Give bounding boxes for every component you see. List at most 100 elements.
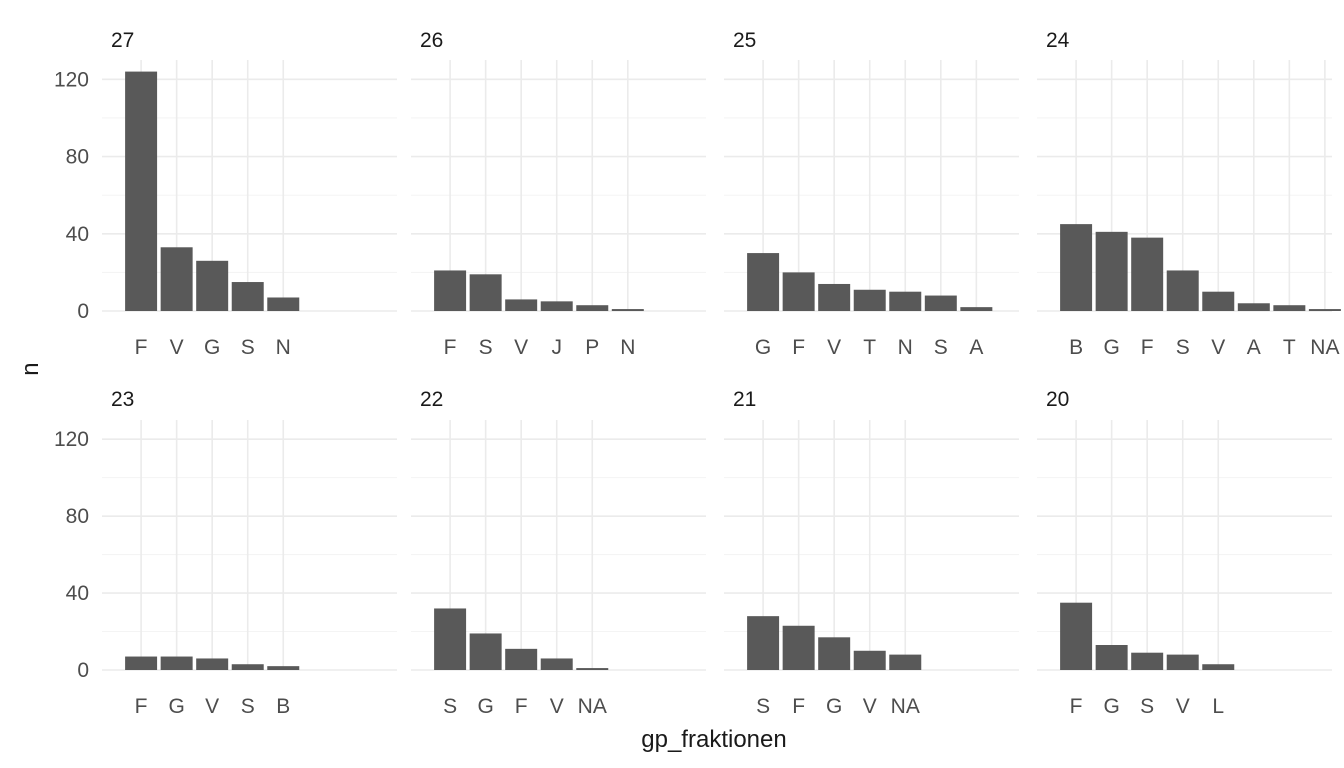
x-tick-label: G [755,336,771,359]
facet-panel: F G S V L 20 [1037,388,1332,718]
bar [1060,224,1093,311]
x-tick-label: B [1069,336,1083,359]
x-tick-label: V [514,336,528,359]
bar [924,295,957,311]
x-tick-label: V [1211,336,1225,359]
x-tick-label: F [792,695,805,718]
bar [782,272,815,311]
bar [1131,237,1164,311]
x-tick-label: V [205,695,219,718]
x-tick-label: N [620,336,635,359]
bar [469,274,502,311]
x-tick-label: P [585,336,599,359]
bar [231,282,264,311]
x-tick-label: S [1176,336,1190,359]
x-tick-label: L [1212,695,1224,718]
x-tick-label: F [515,695,528,718]
bar [540,658,573,670]
x-tick-label: F [792,336,805,359]
bar [853,289,886,311]
facet-panel: G F V T N S A 25 [724,29,1019,359]
y-tick-label: 120 [54,68,89,91]
x-tick-label: V [550,695,564,718]
bar [818,283,851,311]
facet-title: 20 [1046,388,1069,411]
x-tick-label: S [934,336,948,359]
bar [747,253,780,311]
y-tick-label: 40 [66,223,89,246]
bar [434,270,467,311]
bar [1060,602,1093,670]
x-tick-label: V [170,336,184,359]
bar [1095,231,1128,311]
x-tick-label: S [756,695,770,718]
y-tick-label: 40 [66,582,89,605]
x-tick-label: F [1070,695,1083,718]
x-tick-label: B [276,695,290,718]
bar [1095,645,1128,670]
bar [1166,654,1199,670]
x-tick-label: G [1103,336,1119,359]
bar [505,299,538,311]
x-tick-label: S [241,695,255,718]
bar [853,650,886,670]
x-tick-label: F [135,695,148,718]
y-tick-label: 120 [54,428,89,451]
x-tick-label: V [827,336,841,359]
facet-title: 21 [733,388,756,411]
facet-title: 27 [111,29,134,52]
facet-panel: S G F V NA 22 [411,388,706,718]
facet-title: 23 [111,388,134,411]
bar [960,307,993,311]
x-tick-label: A [1247,336,1261,359]
facet-title: 22 [420,388,443,411]
x-tick-label: G [826,695,842,718]
bar [160,656,193,670]
bar [611,309,644,311]
bar [434,608,467,670]
bar [505,648,538,670]
bar [1273,305,1306,311]
facet-panel: F S V J P N 26 [411,29,706,359]
bar [1202,664,1235,670]
x-tick-label: G [1103,695,1119,718]
facet-panel: F G V S B 0 40 80 120 23 [54,388,397,718]
y-axis-title: n [17,362,44,375]
bar [231,664,264,670]
x-tick-label: G [168,695,184,718]
bar [125,71,158,311]
x-tick-label: N [898,336,913,359]
facet-title: 25 [733,29,756,52]
bar [1202,291,1235,311]
bar [1308,309,1341,311]
y-tick-label: 80 [66,505,89,528]
bar [160,247,193,311]
bar [1166,270,1199,311]
bar [267,666,300,670]
x-tick-label: N [276,336,291,359]
bar [889,654,922,670]
bar [747,616,780,670]
x-tick-label: F [444,336,457,359]
x-tick-label: NA [578,695,607,718]
x-tick-label: V [1176,695,1190,718]
y-tick-label: 0 [77,659,89,682]
bar [818,637,851,670]
x-tick-label: S [479,336,493,359]
facet-title: 24 [1046,29,1070,52]
x-tick-label: J [551,336,562,359]
x-tick-label: S [443,695,457,718]
bar [1237,303,1270,311]
bar [1131,652,1164,670]
facet-title: 26 [420,29,443,52]
facet-panel: B G F S V A T NA 24 [1037,29,1341,359]
x-tick-label: S [241,336,255,359]
y-tick-label: 80 [66,146,89,169]
x-tick-label: NA [1310,336,1339,359]
x-tick-label: G [204,336,220,359]
x-tick-label: S [1140,695,1154,718]
bar [782,625,815,670]
x-tick-label: F [1141,336,1154,359]
